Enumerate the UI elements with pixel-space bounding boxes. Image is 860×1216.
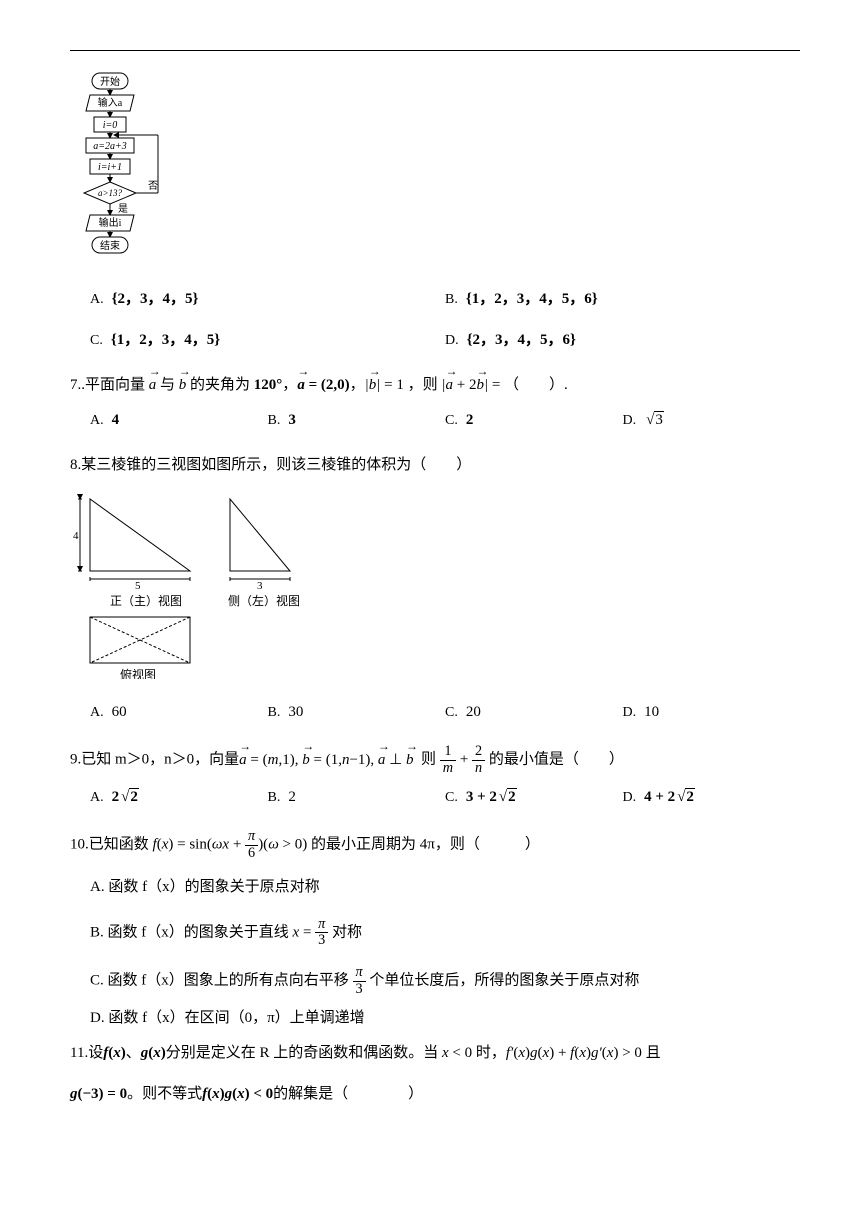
flowchart-output-label: 输出i <box>99 216 122 229</box>
flowchart-calc-label: a=2a+3 <box>93 141 127 152</box>
q7-option-c: C.2 <box>445 407 623 434</box>
svg-text:4: 4 <box>73 530 79 542</box>
flowchart-cond-label: a>13? <box>98 188 123 198</box>
front-view-label: 正（主）视图 <box>110 593 182 608</box>
q7-option-a: A.4 <box>90 407 268 434</box>
flowchart-inc-label: i=i+1 <box>98 162 122 173</box>
flowchart-init-label: i=0 <box>103 120 118 131</box>
q9-option-b: B. 2 <box>268 784 446 811</box>
q7-option-d: D.3 <box>623 407 801 434</box>
q8-option-a: A. 60 <box>90 699 268 726</box>
svg-text:3: 3 <box>257 580 263 592</box>
q10-option-c: C. 函数 f（x）图象上的所有点向右平移 π3 个单位长度后，所得的图象关于原… <box>90 965 800 997</box>
horizontal-rule <box>70 50 800 51</box>
q9-option-a: A.22 <box>90 784 268 811</box>
q8-options: A. 60 B. 30 C. 20 D. 10 <box>90 699 800 726</box>
svg-text:5: 5 <box>135 580 141 592</box>
q6-option-b: B.{1，2，3，4，5，6} <box>445 286 800 313</box>
flowchart-yes-label: 是 <box>118 203 128 215</box>
flowchart-no-label: 否 <box>148 180 158 192</box>
q7-text: 7..平面向量 a 与 b 的夹角为 120°，a = (2,0)，|b| = … <box>70 372 800 399</box>
q10-option-a: A. 函数 f（x）的图象关于原点对称 <box>90 874 440 901</box>
q6-option-d: D.{2，3，4，5，6} <box>445 327 800 354</box>
flowchart-input-label: 输入a <box>98 96 123 109</box>
side-view-label: 侧（左）视图 <box>228 593 300 608</box>
q11-line2: g(−3) = 0。则不等式f(x)g(x) < 0的解集是（ ） <box>70 1081 800 1108</box>
q6-option-a: A.{2，3，4，5} <box>90 286 445 313</box>
q10-text: 10.已知函数 f(x) = sin(ωx + π6)(ω > 0) 的最小正周… <box>70 829 800 861</box>
three-view-svg: 4 5 正（主）视图 3 侧（左）视图 俯视图 <box>70 489 330 679</box>
q6-options: A.{2，3，4，5} B.{1，2，3，4，5，6} C.{1，2，3，4，5… <box>90 286 800 354</box>
flowchart-end-label: 结束 <box>100 239 120 252</box>
q10-option-d: D. 函数 f（x）在区间（0，π）上单调递增 <box>90 1005 800 1032</box>
q10-option-b: B. 函数 f（x）的图象关于直线 x = π3 对称 <box>90 917 440 949</box>
q6-option-c: C.{1，2，3，4，5} <box>90 327 445 354</box>
q9-text: 9.已知 m＞0，n＞0，向量a = (m,1), b = (1,n−1), a… <box>70 744 800 776</box>
top-view-label: 俯视图 <box>120 667 156 679</box>
q8-option-c: C. 20 <box>445 699 623 726</box>
flowchart-figure: 开始 输入a i=0 a=2a+3 i=i+1 a>13? 否 是 输出i <box>70 71 800 266</box>
q7-option-b: B.3 <box>268 407 446 434</box>
q9-options: A.22 B. 2 C.3 + 22 D.4 + 22 <box>90 784 800 811</box>
q8-option-d: D. 10 <box>623 699 801 726</box>
q9-option-d: D.4 + 22 <box>623 784 801 811</box>
q9-option-c: C.3 + 22 <box>445 784 623 811</box>
q7-options: A.4 B.3 C.2 D.3 <box>90 407 800 434</box>
three-view-figure: 4 5 正（主）视图 3 侧（左）视图 俯视图 <box>70 489 800 689</box>
q8-text: 8.某三棱锥的三视图如图所示，则该三棱锥的体积为（ ） <box>70 452 800 479</box>
flowchart-start-label: 开始 <box>100 75 120 88</box>
q8-option-b: B. 30 <box>268 699 446 726</box>
flowchart-svg: 开始 输入a i=0 a=2a+3 i=i+1 a>13? 否 是 输出i <box>70 71 200 266</box>
q11-text: 11.设f(x)、g(x)分别是定义在 R 上的奇函数和偶函数。当 x < 0 … <box>70 1040 800 1067</box>
